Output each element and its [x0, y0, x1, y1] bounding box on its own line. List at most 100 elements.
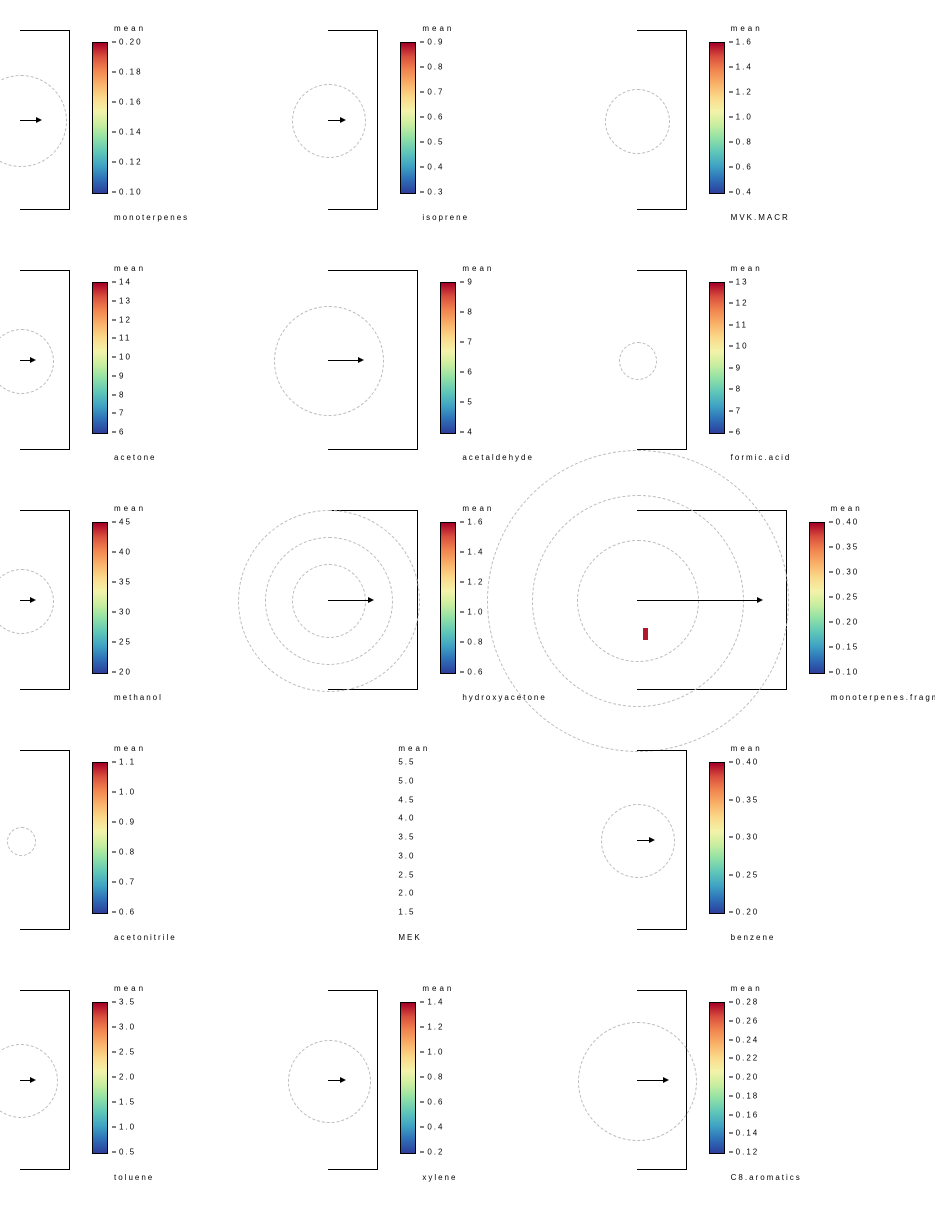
tick-label: 0.22: [736, 1054, 760, 1063]
tick-label: 0.8: [119, 848, 136, 857]
tick-label: 0.14: [736, 1129, 760, 1138]
tick-mark: [729, 1002, 733, 1003]
tick-mark: [460, 582, 464, 583]
tick-row: 0.30: [729, 833, 760, 842]
tick-mark: [112, 1077, 116, 1078]
tick-label: 14: [119, 278, 132, 287]
tick-container: 0.400.350.300.250.200.150.10: [829, 522, 909, 672]
mean-label: mean: [731, 24, 763, 33]
tick-mark: [112, 132, 116, 133]
tick-label: 13: [119, 296, 132, 305]
tick-row: 9: [112, 371, 125, 380]
mean-label: mean: [731, 264, 763, 273]
tick-row: 6: [460, 368, 473, 377]
panel-acetone: mean14131211109876acetone: [20, 260, 298, 460]
tick-mark: [729, 192, 733, 193]
mean-label: mean: [114, 984, 146, 993]
arrow-line: [637, 600, 757, 601]
colorbar: [709, 762, 725, 914]
panel-acetaldehyde: mean987654acetaldehyde: [328, 260, 606, 460]
legend-area: mean1.41.21.00.80.60.40.2xylene: [400, 990, 580, 1170]
legend-area: mean3.53.02.52.01.51.00.5toluene: [92, 990, 272, 1170]
tick-label: 5.0: [398, 776, 415, 785]
tick-mark: [112, 1052, 116, 1053]
tick-label: 3.5: [119, 998, 136, 1007]
tick-mark: [112, 552, 116, 553]
tick-label: 8: [119, 390, 125, 399]
legend-area: mean0.280.260.240.220.200.180.160.140.12…: [709, 990, 889, 1170]
tick-row: 1.0: [420, 1048, 444, 1057]
tick-mark: [729, 303, 733, 304]
polar-arc: [0, 569, 54, 634]
tick-row: 4: [460, 428, 473, 437]
compound-label: toluene: [114, 1173, 154, 1182]
arrow-icon: [340, 117, 346, 123]
tick-container: 0.280.260.240.220.200.180.160.140.12: [729, 1002, 809, 1152]
tick-label: 0.8: [427, 1073, 444, 1082]
tick-label: 0.12: [119, 158, 143, 167]
tick-label: 1.1: [119, 758, 136, 767]
tick-mark: [729, 874, 733, 875]
tick-row: 0.20: [112, 38, 143, 47]
arrow-line: [328, 600, 368, 601]
tick-row: 0.20: [829, 618, 860, 627]
tick-label: 0.6: [119, 908, 136, 917]
tick-label: 1.4: [467, 548, 484, 557]
tick-row: 0.5: [112, 1148, 136, 1157]
tick-row: 0.12: [112, 158, 143, 167]
tick-container: 0.200.180.160.140.120.10: [112, 42, 192, 192]
mean-label: mean: [831, 504, 863, 513]
panel-monoterpenes: mean0.200.180.160.140.120.10monoterpenes: [20, 20, 298, 220]
tick-label: 1.5: [398, 908, 415, 917]
tick-mark: [729, 346, 733, 347]
tick-label: 0.35: [836, 543, 860, 552]
tick-row: 3.0: [112, 1023, 136, 1032]
polar-arc: [7, 827, 36, 856]
tick-label: 6: [467, 368, 473, 377]
tick-label: 0.10: [119, 188, 143, 197]
tick-mark: [112, 1002, 116, 1003]
tick-row: 0.10: [112, 188, 143, 197]
polar-frame: [20, 30, 70, 210]
legend-area: mean1.11.00.90.80.70.6acetonitrile: [92, 750, 272, 930]
tick-label: 7: [119, 409, 125, 418]
tick-row: 3.0: [398, 851, 415, 860]
tick-row: 0.30: [829, 568, 860, 577]
tick-row: 0.22: [729, 1054, 760, 1063]
tick-row: 1.2: [460, 578, 484, 587]
tick-mark: [460, 672, 464, 673]
tick-row: 2.5: [112, 1048, 136, 1057]
tick-mark: [112, 192, 116, 193]
tick-mark: [460, 612, 464, 613]
tick-mark: [460, 282, 464, 283]
tick-mark: [112, 852, 116, 853]
tick-row: 0.26: [729, 1016, 760, 1025]
tick-mark: [729, 282, 733, 283]
tick-row: 3.5: [398, 833, 415, 842]
tick-row: 9: [729, 363, 742, 372]
tick-row: 0.10: [829, 668, 860, 677]
tick-label: 0.24: [736, 1035, 760, 1044]
tick-row: 0.20: [729, 908, 760, 917]
tick-container: 0.90.80.70.60.50.40.3: [420, 42, 500, 192]
tick-mark: [729, 799, 733, 800]
tick-row: 6: [729, 428, 742, 437]
tick-row: 5.5: [398, 758, 415, 767]
tick-label: 0.9: [119, 818, 136, 827]
colorbar: [92, 522, 108, 674]
tick-label: 1.4: [427, 998, 444, 1007]
polar-arc: [619, 342, 657, 380]
tick-label: 0.7: [119, 878, 136, 887]
tick-row: 0.4: [729, 188, 753, 197]
tick-row: 4.0: [398, 814, 415, 823]
tick-row: 0.6: [729, 163, 753, 172]
arrow-line: [20, 1080, 30, 1081]
tick-mark: [420, 1027, 424, 1028]
tick-label: 0.35: [736, 795, 760, 804]
tick-row: 1.0: [460, 608, 484, 617]
tick-row: 4.5: [398, 795, 415, 804]
tick-mark: [420, 117, 424, 118]
tick-mark: [729, 1077, 733, 1078]
tick-label: 25: [119, 638, 132, 647]
tick-label: 0.16: [119, 98, 143, 107]
